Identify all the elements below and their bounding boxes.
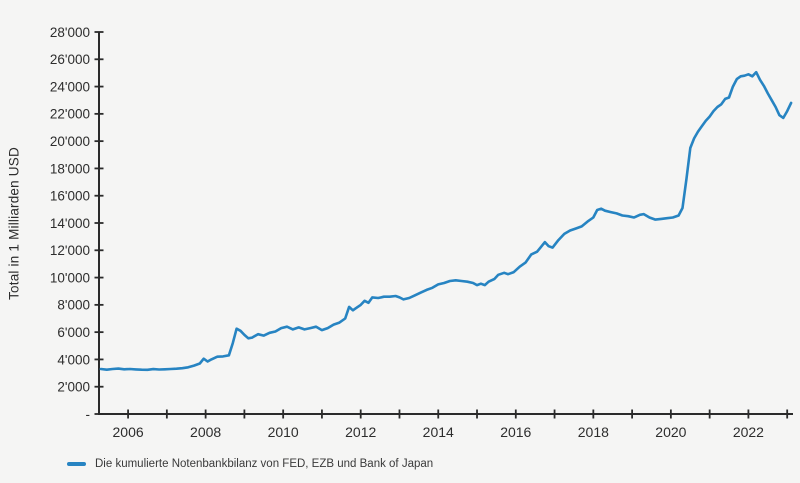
x-tick-label: 2012 [345,424,376,440]
y-tick-label: 4'000 [57,352,90,367]
y-tick-label: 20'000 [50,134,90,149]
x-tick-label: 2020 [655,424,686,440]
x-tick-label: 2016 [500,424,531,440]
y-tick-label: 14'000 [50,216,90,231]
y-tick-label: 22'000 [50,107,90,122]
x-tick-label: 2008 [190,424,221,440]
y-tick-label: 10'000 [50,270,90,285]
x-tick-label: 2006 [113,424,144,440]
y-axis-title: Total in 1 Milliarden USD [6,147,22,300]
y-tick-label: 18'000 [50,161,90,176]
x-tick-label: 2022 [733,424,764,440]
legend-label: Die kumulierte Notenbankbilanz von FED, … [95,458,434,470]
y-tick-label: 8'000 [57,298,90,313]
y-tick-label: 24'000 [50,79,90,94]
x-tick-label: 2018 [578,424,609,440]
x-tick-label: 2014 [423,424,454,440]
y-tick-label: 26'000 [50,52,90,67]
y-tick-label: 16'000 [50,189,90,204]
y-tick-label: 28'000 [50,25,90,40]
y-tick-label: 12'000 [50,243,90,258]
legend-entry[interactable]: Die kumulierte Notenbankbilanz von FED, … [67,458,433,470]
y-tick-label: 2'000 [57,380,90,395]
y-tick-label: 6'000 [57,325,90,340]
x-tick-label: 2010 [268,424,299,440]
series-line [99,70,793,372]
y-tick-label: - [86,407,91,422]
legend-line-marker [67,461,86,467]
